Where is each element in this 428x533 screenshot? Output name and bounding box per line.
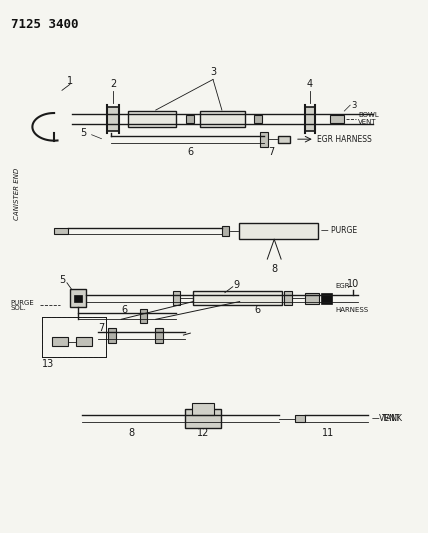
Bar — [192, 403, 214, 415]
Text: 5: 5 — [59, 275, 65, 285]
Bar — [185, 409, 221, 428]
Bar — [260, 132, 268, 147]
Text: 6: 6 — [254, 305, 261, 316]
Text: 3: 3 — [351, 101, 357, 110]
Bar — [222, 225, 229, 237]
Text: 3: 3 — [210, 68, 216, 77]
Bar — [42, 317, 107, 357]
Bar — [255, 115, 262, 123]
Text: 1: 1 — [67, 76, 73, 86]
Text: SOL.: SOL. — [11, 305, 27, 311]
Bar — [128, 111, 175, 127]
Text: 6: 6 — [187, 147, 193, 157]
Text: EGR: EGR — [336, 282, 350, 289]
Bar — [54, 228, 68, 235]
Bar — [278, 136, 290, 143]
Bar — [305, 293, 318, 303]
Text: — PURGE: — PURGE — [321, 227, 357, 236]
Text: 10: 10 — [347, 279, 359, 289]
Text: BOWL: BOWL — [358, 112, 379, 118]
Bar — [305, 107, 315, 131]
Bar — [193, 290, 282, 305]
Text: VENT: VENT — [372, 414, 399, 423]
Bar — [108, 328, 116, 343]
Bar — [186, 115, 194, 123]
Bar — [172, 290, 181, 305]
Text: 4: 4 — [307, 79, 313, 90]
Bar — [42, 317, 107, 357]
Bar — [155, 328, 163, 343]
Bar — [76, 337, 92, 346]
Bar — [321, 293, 333, 303]
Text: CANISTER END: CANISTER END — [14, 168, 20, 220]
Bar — [284, 290, 292, 305]
Text: 12: 12 — [197, 428, 209, 438]
Text: EGR HARNESS: EGR HARNESS — [317, 135, 372, 144]
Bar — [70, 289, 86, 308]
Text: VENT: VENT — [358, 119, 377, 125]
Text: 13: 13 — [42, 359, 54, 369]
Text: — TANK: — TANK — [372, 414, 402, 423]
Text: 5: 5 — [80, 128, 87, 138]
Bar — [295, 415, 305, 422]
Text: 2: 2 — [110, 79, 116, 90]
Bar — [107, 107, 119, 131]
Text: 8: 8 — [271, 264, 277, 274]
Text: HARNESS: HARNESS — [336, 308, 369, 313]
Text: 11: 11 — [322, 428, 335, 438]
Text: 6: 6 — [121, 305, 127, 316]
Text: 8: 8 — [128, 428, 134, 438]
Text: 7: 7 — [268, 147, 274, 157]
Text: 7125 3400: 7125 3400 — [11, 18, 78, 31]
Text: 7: 7 — [98, 323, 104, 333]
Text: PURGE: PURGE — [11, 300, 34, 305]
Bar — [200, 111, 244, 127]
Bar — [239, 223, 318, 239]
Bar — [52, 337, 68, 346]
Bar — [330, 115, 344, 123]
Text: 9: 9 — [234, 280, 240, 290]
Bar — [74, 295, 82, 302]
Bar — [140, 310, 147, 323]
